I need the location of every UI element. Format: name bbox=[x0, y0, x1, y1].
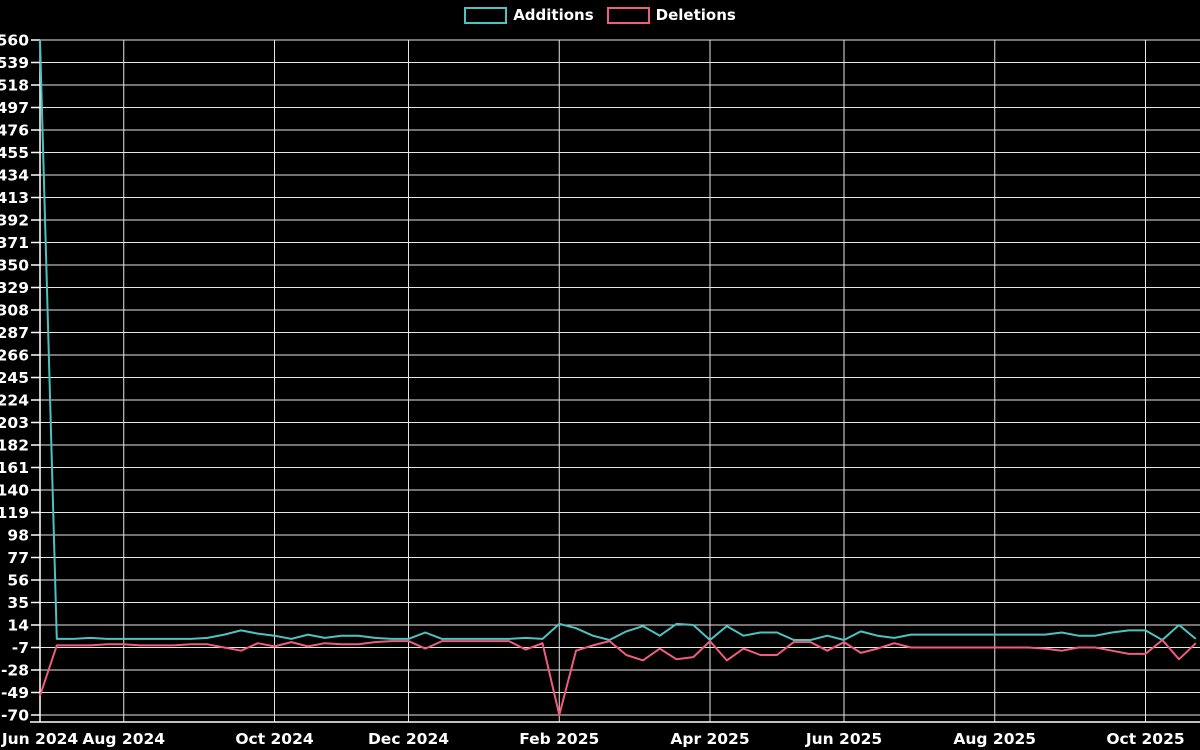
x-tick-label: Jun 2025 bbox=[805, 730, 882, 748]
y-tick-label: 56 bbox=[7, 572, 29, 590]
x-tick-label: Oct 2025 bbox=[1106, 730, 1184, 748]
y-tick-label: 203 bbox=[0, 414, 29, 432]
y-tick-label: -49 bbox=[1, 684, 29, 702]
y-tick-label: 539 bbox=[0, 54, 29, 72]
y-tick-label: 308 bbox=[0, 302, 29, 320]
y-tick-label: 14 bbox=[7, 617, 29, 635]
y-tick-label: 266 bbox=[0, 347, 29, 365]
x-tick-label: Apr 2025 bbox=[670, 730, 749, 748]
y-tick-label: 140 bbox=[0, 482, 29, 500]
x-tick-label: Oct 2024 bbox=[235, 730, 314, 748]
y-tick-label: 98 bbox=[7, 527, 29, 545]
deletions-swatch-icon bbox=[606, 6, 650, 24]
legend-item-deletions[interactable]: Deletions bbox=[606, 6, 736, 24]
x-tick-label: Aug 2025 bbox=[953, 730, 1036, 748]
y-tick-label: 497 bbox=[0, 99, 29, 117]
y-tick-label: 224 bbox=[0, 392, 29, 410]
y-tick-label: 245 bbox=[0, 369, 29, 387]
y-tick-label: -7 bbox=[12, 639, 29, 657]
y-tick-label: 77 bbox=[7, 549, 29, 567]
legend-item-additions[interactable]: Additions bbox=[464, 6, 594, 24]
y-tick-label: 392 bbox=[0, 212, 29, 230]
y-tick-label: 371 bbox=[0, 234, 29, 252]
y-tick-label: 476 bbox=[0, 122, 29, 140]
x-tick-label: Dec 2024 bbox=[368, 730, 449, 748]
y-tick-label: 329 bbox=[0, 279, 29, 297]
legend-label-deletions: Deletions bbox=[655, 6, 736, 24]
x-tick-label: Feb 2025 bbox=[519, 730, 599, 748]
y-tick-label: 350 bbox=[0, 257, 29, 275]
y-tick-label: 35 bbox=[7, 594, 29, 612]
y-tick-label: 119 bbox=[0, 504, 29, 522]
deletions-line bbox=[39, 639, 1197, 716]
y-tick-label: 560 bbox=[0, 32, 29, 50]
x-tick-label: Jun 2024 bbox=[1, 730, 79, 748]
additions-swatch-icon bbox=[464, 6, 508, 24]
y-tick-label: -70 bbox=[1, 707, 29, 725]
chart-legend: Additions Deletions bbox=[0, 6, 1200, 24]
x-tick-label: Aug 2024 bbox=[82, 730, 165, 748]
y-tick-label: 518 bbox=[0, 77, 29, 95]
legend-label-additions: Additions bbox=[513, 6, 594, 24]
y-tick-label: 161 bbox=[0, 459, 29, 477]
y-tick-label: 434 bbox=[0, 167, 29, 185]
y-tick-label: 413 bbox=[0, 189, 29, 207]
y-tick-label: 455 bbox=[0, 144, 29, 162]
y-tick-label: -28 bbox=[1, 662, 29, 680]
y-tick-label: 287 bbox=[0, 324, 29, 342]
y-tick-label: 182 bbox=[0, 437, 29, 455]
additions-line bbox=[39, 39, 1197, 641]
